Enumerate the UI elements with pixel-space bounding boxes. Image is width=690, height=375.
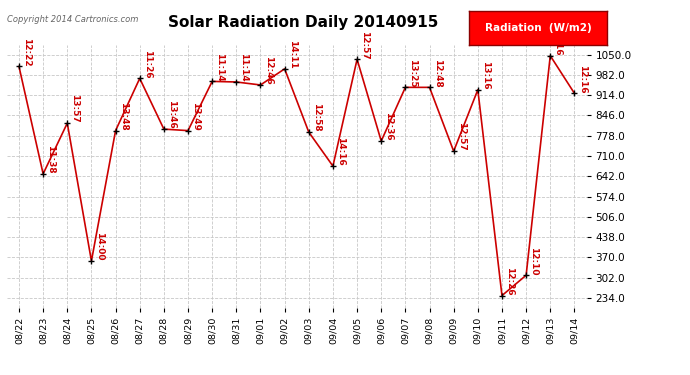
Text: 11:14: 11:14 — [215, 53, 224, 81]
Text: 12:57: 12:57 — [360, 31, 369, 59]
Text: 13:25: 13:25 — [408, 59, 417, 87]
Text: Radiation  (W/m2): Radiation (W/m2) — [485, 23, 591, 33]
Text: 14:00: 14:00 — [95, 232, 103, 261]
Text: 12:48: 12:48 — [433, 58, 442, 87]
Text: Solar Radiation Daily 20140915: Solar Radiation Daily 20140915 — [168, 15, 439, 30]
Text: 13:49: 13:49 — [191, 102, 200, 130]
Text: 11:38: 11:38 — [46, 145, 55, 174]
Text: 12:36: 12:36 — [384, 112, 393, 141]
Text: 12:10: 12:10 — [529, 247, 538, 275]
Text: 11:26: 11:26 — [143, 50, 152, 78]
Text: 12:16: 12:16 — [578, 65, 586, 93]
Text: 13:46: 13:46 — [167, 100, 176, 129]
Text: 12:57: 12:57 — [457, 123, 466, 151]
Text: 12:26: 12:26 — [505, 267, 514, 296]
Text: 13:16: 13:16 — [481, 61, 490, 90]
Text: 12:46: 12:46 — [264, 56, 273, 85]
Text: 14:11: 14:11 — [288, 40, 297, 69]
Text: 11:14: 11:14 — [239, 53, 248, 82]
Text: 13:57: 13:57 — [70, 94, 79, 123]
Text: 12:16: 12:16 — [553, 27, 562, 56]
Text: 12:58: 12:58 — [312, 104, 321, 132]
Text: Copyright 2014 Cartronics.com: Copyright 2014 Cartronics.com — [7, 15, 138, 24]
Text: 14:16: 14:16 — [336, 137, 345, 166]
Text: 13:48: 13:48 — [119, 102, 128, 130]
Text: 12:22: 12:22 — [22, 38, 31, 66]
